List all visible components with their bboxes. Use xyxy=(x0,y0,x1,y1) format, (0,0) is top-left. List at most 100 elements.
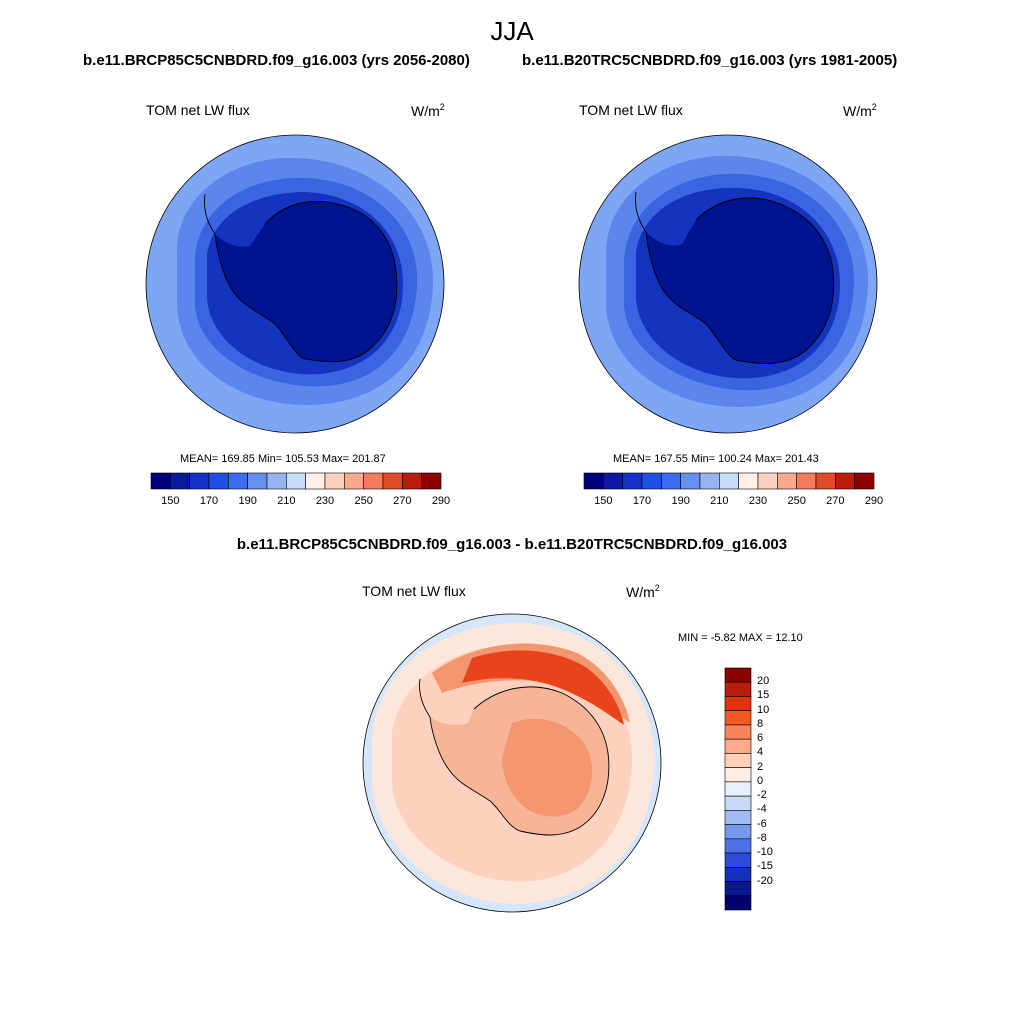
colorbar-swatch xyxy=(170,472,190,490)
colorbar-tick-label: 210 xyxy=(277,495,296,507)
colorbar-swatch xyxy=(189,472,210,490)
colorbar-swatch xyxy=(796,472,817,490)
colorbar-swatch xyxy=(835,472,855,490)
left-colorbar xyxy=(150,472,442,490)
colorbar-tick-label: 170 xyxy=(632,495,652,507)
colorbar-swatch xyxy=(247,472,268,490)
map-coastline xyxy=(419,678,610,836)
colorbar-tick-label: 8 xyxy=(757,717,764,730)
left-stats: MEAN= 169.85 Min= 105.53 Max= 201.87 xyxy=(180,453,386,465)
colorbar-swatch xyxy=(622,472,643,490)
colorbar-tick-label: 210 xyxy=(710,495,729,507)
map-antarctica xyxy=(215,201,397,362)
right-polar-map xyxy=(578,134,878,434)
colorbar-tick-label: 4 xyxy=(757,746,764,759)
colorbar-tick-label: -20 xyxy=(757,874,773,887)
colorbar-tick-label: 230 xyxy=(315,495,335,507)
right-units-label: W/m2 xyxy=(843,102,877,119)
colorbar-swatch xyxy=(724,838,752,854)
colorbar-tick-label: 150 xyxy=(161,495,180,507)
colorbar-swatch xyxy=(724,781,752,797)
diff-variable-label: TOM net LW flux xyxy=(362,583,466,599)
main-title: JJA xyxy=(490,16,534,46)
colorbar-tick-label: 150 xyxy=(594,495,613,507)
colorbar-tick-label: -4 xyxy=(757,803,767,816)
colorbar-swatch xyxy=(150,472,171,490)
colorbar-tick-label: 250 xyxy=(354,495,373,507)
colorbar-swatch xyxy=(815,472,836,490)
colorbar-tick-label: -10 xyxy=(757,846,773,859)
colorbar-swatch xyxy=(724,724,752,740)
colorbar-swatch xyxy=(382,472,403,490)
colorbar-swatch xyxy=(757,472,778,490)
left-polar-map xyxy=(145,134,445,434)
colorbar-swatch xyxy=(724,696,752,712)
right-case-title: b.e11.B20TRC5CNBDRD.f09_g16.003 (yrs 198… xyxy=(522,52,898,69)
colorbar-swatch xyxy=(719,472,739,490)
colorbar-swatch xyxy=(854,472,875,490)
colorbar-swatch xyxy=(363,472,384,490)
diff-polar-map xyxy=(362,613,662,913)
colorbar-tick-label: 10 xyxy=(757,703,770,716)
colorbar-swatch xyxy=(286,472,306,490)
map-antarctica xyxy=(646,197,834,364)
diff-colorbar xyxy=(724,667,752,911)
colorbar-swatch xyxy=(641,472,662,490)
left-units-label: W/m2 xyxy=(411,102,445,119)
colorbar-tick-label: 20 xyxy=(757,675,770,688)
colorbar-tick-label: 2 xyxy=(757,760,764,773)
right-variable-label: TOM net LW flux xyxy=(579,102,683,118)
colorbar-swatch xyxy=(724,767,752,783)
colorbar-swatch xyxy=(777,472,797,490)
map-coastline xyxy=(635,191,835,365)
colorbar-tick-label: 290 xyxy=(431,495,451,507)
diff-title: b.e11.BRCP85C5CNBDRD.f09_g16.003 - b.e11… xyxy=(236,536,788,553)
colorbar-swatch xyxy=(603,472,623,490)
colorbar-swatch xyxy=(724,795,752,811)
colorbar-tick-label: 270 xyxy=(393,495,412,507)
colorbar-swatch xyxy=(344,472,364,490)
right-stats: MEAN= 167.55 Min= 100.24 Max= 201.43 xyxy=(613,453,819,465)
colorbar-swatch xyxy=(266,472,287,490)
colorbar-swatch xyxy=(724,852,752,868)
colorbar-tick-label: 250 xyxy=(787,495,806,507)
colorbar-tick-label: 190 xyxy=(671,495,690,507)
colorbar-swatch xyxy=(583,472,604,490)
colorbar-tick-label: 170 xyxy=(199,495,219,507)
colorbar-swatch xyxy=(724,667,752,683)
diff-units-label: W/m2 xyxy=(626,583,660,600)
colorbar-swatch xyxy=(724,866,752,882)
colorbar-tick-label: 230 xyxy=(748,495,768,507)
colorbar-swatch xyxy=(738,472,759,490)
colorbar-swatch xyxy=(724,681,752,697)
colorbar-tick-label: -2 xyxy=(757,789,767,802)
colorbar-swatch xyxy=(724,895,752,911)
colorbar-swatch xyxy=(724,738,752,754)
map-antarctica-inner xyxy=(502,718,593,817)
colorbar-tick-label: -6 xyxy=(757,817,767,830)
colorbar-swatch xyxy=(305,472,326,490)
map-coastline xyxy=(204,193,398,363)
left-case-title: b.e11.BRCP85C5CNBDRD.f09_g16.003 (yrs 20… xyxy=(83,52,470,69)
colorbar-swatch xyxy=(421,472,442,490)
colorbar-swatch xyxy=(724,710,752,726)
colorbar-tick-label: 15 xyxy=(757,689,770,702)
diff-stats: MIN = -5.82 MAX = 12.10 xyxy=(678,632,803,644)
colorbar-swatch xyxy=(699,472,720,490)
colorbar-swatch xyxy=(324,472,345,490)
map-northern-core xyxy=(462,650,624,725)
colorbar-tick-label: 0 xyxy=(757,774,764,787)
colorbar-tick-label: 290 xyxy=(864,495,884,507)
colorbar-tick-label: -8 xyxy=(757,831,767,844)
right-colorbar xyxy=(583,472,875,490)
colorbar-swatch xyxy=(680,472,701,490)
colorbar-swatch xyxy=(402,472,422,490)
colorbar-tick-label: 6 xyxy=(757,732,764,745)
colorbar-swatch xyxy=(724,881,752,897)
colorbar-swatch xyxy=(724,810,752,825)
colorbar-swatch xyxy=(661,472,681,490)
colorbar-swatch xyxy=(724,824,752,840)
colorbar-swatch xyxy=(724,753,752,768)
colorbar-tick-label: 190 xyxy=(238,495,257,507)
left-variable-label: TOM net LW flux xyxy=(146,102,250,118)
